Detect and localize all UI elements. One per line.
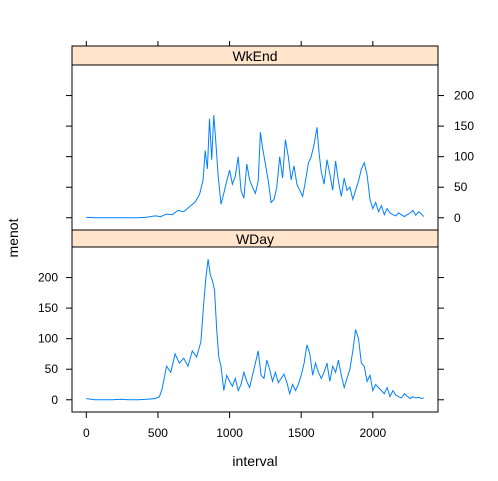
y-tick-label-wkend-150: 150 xyxy=(454,119,474,133)
y-axis-wkend-right: 0 50 100 150 200 xyxy=(438,89,474,225)
x-axis-title: interval xyxy=(232,453,277,469)
x-axis-bottom: 0 500 1000 1500 2000 xyxy=(83,412,386,440)
x-tick-label-0: 0 xyxy=(83,426,90,440)
panel-wday: WDay xyxy=(71,229,439,413)
wkend-line-0 xyxy=(86,115,425,219)
x-axis-top xyxy=(85,41,374,46)
y-tick-label-wkend-0: 0 xyxy=(454,211,461,225)
y-tick-label-wkend-50: 50 xyxy=(454,180,468,194)
wday-series xyxy=(86,259,424,401)
panel-frame-wkend xyxy=(71,64,439,231)
y-tick-label-wday-150: 150 xyxy=(38,301,58,315)
wkend-series xyxy=(86,115,425,219)
strip-label-wday: WDay xyxy=(236,231,274,247)
y-axis-wkend-left xyxy=(66,95,72,219)
y-tick-label-wday-100: 100 xyxy=(38,332,58,346)
strip-label-wkend: WkEnd xyxy=(232,48,277,64)
panel-frame-wday xyxy=(71,246,439,413)
x-tick-label-1500: 1500 xyxy=(288,426,315,440)
panel-wkend: WkEnd xyxy=(71,45,439,231)
y-axis-wday-left: 0 50 100 150 200 xyxy=(38,271,72,407)
y-tick-label-wkend-200: 200 xyxy=(454,89,474,103)
x-tick-label-2000: 2000 xyxy=(359,426,386,440)
y-tick-label-wday-0: 0 xyxy=(51,393,58,407)
y-tick-label-wkend-100: 100 xyxy=(454,150,474,164)
x-tick-label-1000: 1000 xyxy=(216,426,243,440)
y-axis-wday-right xyxy=(438,277,444,401)
wday-line-0 xyxy=(86,259,424,401)
y-tick-label-wday-50: 50 xyxy=(45,362,59,376)
y-axis-title: menot xyxy=(5,218,21,257)
x-tick-label-500: 500 xyxy=(148,426,168,440)
y-tick-label-wday-200: 200 xyxy=(38,271,58,285)
